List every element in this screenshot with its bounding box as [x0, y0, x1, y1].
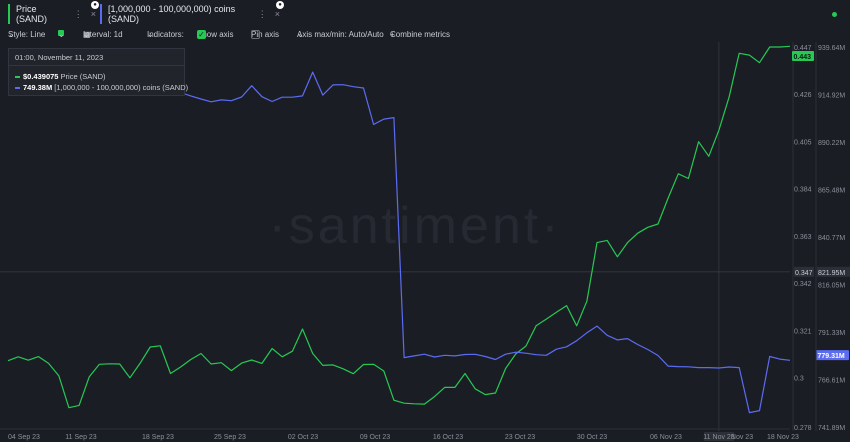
x-axis-tick-label: 09 Oct 23 — [360, 434, 390, 441]
more-options-icon[interactable]: ⋮ — [73, 8, 83, 19]
chevron-down-icon: ⌄ — [8, 30, 15, 39]
current-value-label: 0.443 — [794, 54, 812, 61]
right-axis-tick-label: 0.342 — [794, 281, 812, 288]
right2-axis-tick-label: 939.64M — [818, 45, 845, 52]
plus-icon: + — [390, 30, 395, 39]
metric-tab-price[interactable]: Price (SAND) ⋮ × ● — [8, 1, 99, 24]
crosshair-y-badge — [794, 266, 814, 277]
right2-axis-tick-label: 865.48M — [818, 188, 845, 195]
checkbox-unchecked-icon[interactable] — [251, 30, 260, 39]
right-axis-tick-label: 0.3 — [794, 376, 804, 383]
right2-axis-tick-label: 791.33M — [818, 330, 845, 337]
x-axis-tick-label: 25 Sep 23 — [214, 434, 246, 441]
status-indicator-icon — [832, 12, 837, 17]
right2-axis: 741.89M 766.61M 791.33M 816.05M 840.77M 865.4… — [815, 42, 845, 432]
combine-metrics-label: Combine metrics — [390, 30, 451, 39]
close-icon[interactable]: × — [274, 9, 280, 19]
right-axis-tick-label: 0.426 — [794, 92, 812, 99]
series-swatch-icon — [15, 87, 20, 89]
chevron-down-icon: ⌄ — [58, 30, 65, 39]
x-axis-tick-label: 11 Nov 23 — [703, 434, 734, 441]
tooltip-row-coins: 749.38M [1,000,000 - 100,000,000) coins … — [9, 81, 188, 92]
x-axis: 04 Sep 23 11 Sep 23 18 Sep 23 25 Sep 23 02 O… — [0, 428, 799, 441]
calendar-icon: ▦ — [83, 30, 91, 39]
x-axis-tick-label: 16 Oct 23 — [433, 434, 463, 441]
right2-axis-tick-label: 890.22M — [818, 140, 845, 147]
right-axis-tick-label: 0.363 — [794, 234, 812, 241]
crosshair-y-label: 0.347 — [795, 270, 813, 277]
right-axis: 0.278 0.3 0.321 0.342 0.363 0.384 0.405 0.426 0.… — [792, 42, 849, 432]
checkbox-checked-icon[interactable]: ✓ — [197, 30, 206, 39]
crosshair-x-badge — [704, 432, 734, 441]
right2-axis-tick-label: 741.89M — [818, 425, 845, 432]
x-axis-tick-label: 30 Oct 23 — [577, 434, 607, 441]
show-axis-label: Show axis — [197, 30, 234, 39]
right2-axis-tick-label: 914.92M — [818, 93, 845, 100]
x-axis-tick-label: 11 Sep 23 — [65, 434, 97, 441]
metric-tab-bar: Price (SAND) ⋮ × ● [1,000,000 - 100,000,… — [0, 0, 850, 28]
pin-icon[interactable]: ● — [91, 1, 99, 9]
x-axis-tick-label: 06 Nov 23 — [650, 434, 682, 441]
tooltip-coins-value: 749.38M — [23, 83, 53, 92]
x-axis-tick-label: 18 Sep 23 — [142, 434, 174, 441]
axis-minmax-label: Axis max/min: Auto/Auto — [297, 30, 384, 39]
right-axis-tick-label: 0.405 — [794, 139, 812, 146]
right2-axis-tick-label: 816.05M — [818, 283, 845, 290]
pin-icon[interactable]: ● — [276, 1, 284, 9]
chart-toolbar: Style: Line ⌄ ⌄ ▦ Interval: 1d ⌄ Indicat… — [0, 28, 850, 42]
x-axis-tick-label: 04 Sep 23 — [8, 434, 40, 441]
indicators-label: Indicators: — [147, 30, 184, 39]
metric-tab-price-label: Price (SAND) — [16, 4, 47, 24]
tooltip-price-label: Price (SAND) — [60, 72, 106, 81]
style-label: Style: Line — [8, 30, 46, 39]
right2-axis-tick-label: 840.77M — [818, 235, 845, 242]
series-layer — [7, 45, 791, 414]
chevron-down-icon: ⌄ — [83, 30, 90, 39]
metric-tab-coins-label: [1,000,000 - 100,000,000) coins (SAND) — [108, 4, 236, 24]
pin-axis-label: Pin axis — [251, 30, 280, 39]
tooltip-row-price: $0.439075 Price (SAND) — [9, 66, 184, 81]
tooltip-coins-label: [1,000,000 - 100,000,000) coins (SAND) — [54, 83, 189, 92]
x-axis-tick-label: 18 Nov 23 — [767, 434, 799, 441]
chart-canvas[interactable]: ·santiment· 0.347 821.95M 0.2780.30.3210.… — [0, 42, 850, 442]
watermark-text: ·santiment· — [268, 197, 561, 255]
more-options-icon[interactable]: ⋮ — [257, 8, 267, 19]
right-axis-tick-label: 0.447 — [794, 45, 812, 52]
interval-label: Interval: 1d — [83, 30, 123, 39]
color-swatch-icon — [58, 30, 64, 36]
tooltip-price-value: $0.439075 — [23, 72, 59, 81]
metric-tab-coins[interactable]: [1,000,000 - 100,000,000) coins (SAND) ⋮… — [100, 1, 284, 24]
right-axis-tick-label: 0.384 — [794, 187, 812, 194]
x-axis-tick-label: 23 Oct 23 — [505, 434, 535, 441]
crosshair-y2-label: 821.95M — [818, 270, 845, 277]
series-swatch-icon — [15, 76, 20, 78]
price-series-line — [7, 45, 791, 409]
tooltip-panel: 01:00, November 11, 2023 $0.439075 Price… — [8, 48, 188, 96]
chevron-down-icon: ⌄ — [297, 30, 304, 39]
crosshair-y2-badge — [817, 266, 850, 277]
right-axis-tick-label: 0.321 — [794, 328, 812, 335]
close-icon[interactable]: × — [90, 9, 96, 19]
current-value-badge — [792, 50, 814, 61]
right-axis-tick-label: 0.278 — [794, 425, 812, 432]
x-axis-tick-label: Nov 23 — [731, 434, 753, 441]
coins-series-line — [7, 71, 791, 414]
crosshair: 0.347 821.95M — [0, 42, 850, 431]
current-value-label: 779.31M — [818, 353, 845, 360]
tooltip-date: 01:00, November 11, 2023 — [9, 49, 184, 66]
right2-axis-tick-label: 766.61M — [818, 378, 845, 385]
current-value-badge — [816, 350, 849, 361]
chevron-down-icon: ⌄ — [147, 30, 154, 39]
x-axis-tick-label: 02 Oct 23 — [288, 434, 318, 441]
